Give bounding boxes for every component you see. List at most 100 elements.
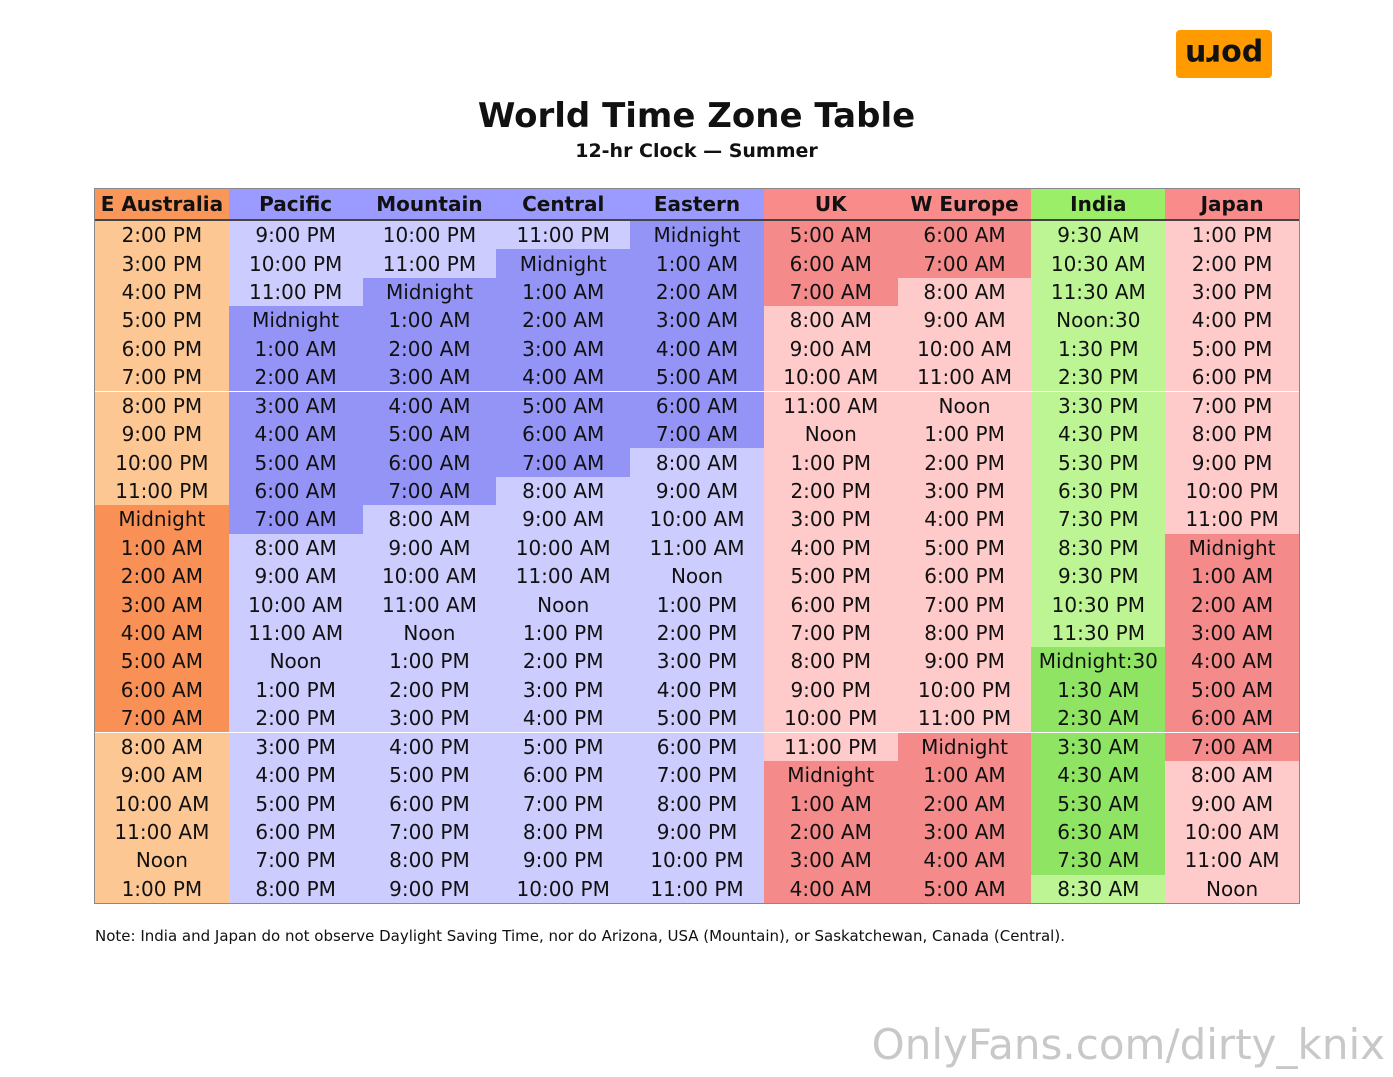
time-cell: 6:00 PM xyxy=(95,334,229,364)
time-cell: 10:00 AM xyxy=(1165,817,1299,847)
time-cell: 8:00 PM xyxy=(362,846,497,875)
time-cell: Noon xyxy=(763,419,898,449)
time-cell: 2:00 AM xyxy=(362,334,497,364)
time-cell: Noon xyxy=(897,391,1032,420)
time-cell: Midnight xyxy=(95,505,229,534)
time-cell: 9:00 PM xyxy=(496,846,631,875)
time-cell: Midnight:30 xyxy=(1031,647,1166,676)
time-cell: 6:00 AM xyxy=(362,448,497,477)
time-cell: 8:00 AM xyxy=(630,448,764,477)
column-header: Mountain xyxy=(362,189,497,221)
time-cell: Noon:30 xyxy=(1031,306,1166,335)
time-cell: 3:00 PM xyxy=(228,732,363,761)
column-header: Central xyxy=(496,189,631,221)
time-cell: 11:00 PM xyxy=(228,277,363,307)
time-cell: 8:00 AM xyxy=(763,306,898,335)
note: Note: India and Japan do not observe Day… xyxy=(95,927,1065,945)
time-cell: 3:00 AM xyxy=(496,334,631,364)
logo-text: porn xyxy=(1184,36,1264,72)
time-cell: 4:00 AM xyxy=(362,391,497,420)
time-cell: 7:00 AM xyxy=(228,505,363,534)
time-cell: 1:00 AM xyxy=(897,760,1032,790)
time-cell: 6:00 PM xyxy=(362,789,497,818)
time-cell: 8:00 PM xyxy=(763,647,898,676)
time-cell: 10:00 PM xyxy=(630,846,764,875)
time-cell: 1:00 PM xyxy=(228,675,363,705)
time-cell: 4:00 PM xyxy=(1165,306,1299,335)
time-cell: 11:00 PM xyxy=(95,476,229,506)
time-cell: 9:00 PM xyxy=(362,874,497,903)
time-cell: 11:00 AM xyxy=(897,363,1032,392)
time-cell: 6:00 PM xyxy=(630,732,764,761)
time-cell: 3:00 AM xyxy=(362,363,497,392)
time-cell: Midnight xyxy=(496,249,631,278)
time-cell: 8:00 PM xyxy=(95,391,229,420)
time-cell: 7:00 AM xyxy=(897,249,1032,278)
time-cell: 11:00 PM xyxy=(362,249,497,278)
time-cell: 1:00 AM xyxy=(496,277,631,307)
time-cell: 7:00 PM xyxy=(496,789,631,818)
column: UK 5:00 AM 6:00 AM 7:00 AM 8:00 AM 9:00 AM 10:… xyxy=(763,189,898,903)
time-cell: 8:00 AM xyxy=(496,476,631,506)
time-cell: 11:00 PM xyxy=(1165,505,1299,534)
time-cell: 8:00 AM xyxy=(362,505,497,534)
title: World Time Zone Table xyxy=(477,96,916,136)
time-cell: 7:00 AM xyxy=(496,448,631,477)
time-cell: 2:00 PM xyxy=(763,476,898,506)
time-cell: 8:00 PM xyxy=(496,817,631,847)
time-cell: 4:00 AM xyxy=(630,334,764,364)
time-cell: 11:00 PM xyxy=(630,874,764,903)
time-cell: 9:00 AM xyxy=(95,760,229,790)
time-cell: Noon xyxy=(95,846,229,875)
column: India 9:30 AM 10:30 AM 11:30 AM Noon:30 1:30 … xyxy=(1031,189,1166,903)
time-cell: 1:00 PM xyxy=(362,647,497,676)
time-cell: 11:00 AM xyxy=(95,817,229,847)
time-cell: Midnight xyxy=(763,760,898,790)
time-cell: 2:00 AM xyxy=(897,789,1032,818)
time-cell: 10:00 AM xyxy=(897,334,1032,364)
time-cell: 2:30 AM xyxy=(1031,704,1166,733)
time-cell: 8:00 AM xyxy=(95,732,229,761)
time-cell: 2:00 AM xyxy=(630,277,764,307)
time-cell: 1:00 AM xyxy=(630,249,764,278)
time-cell: 2:00 PM xyxy=(1165,249,1299,278)
time-cell: 9:00 PM xyxy=(897,647,1032,676)
column-header: Eastern xyxy=(630,189,764,221)
time-cell: 2:00 PM xyxy=(362,675,497,705)
time-cell: 9:00 AM xyxy=(897,306,1032,335)
time-cell: 11:30 AM xyxy=(1031,277,1166,307)
time-cell: 6:00 PM xyxy=(897,562,1032,591)
time-cell: 4:00 AM xyxy=(763,874,898,903)
time-cell: 6:00 PM xyxy=(496,760,631,790)
time-cell: 5:00 PM xyxy=(362,760,497,790)
time-cell: 10:00 AM xyxy=(362,562,497,591)
time-cell: 8:30 AM xyxy=(1031,874,1166,903)
time-cell: 5:00 AM xyxy=(897,874,1032,903)
time-cell: 3:00 AM xyxy=(228,391,363,420)
time-cell: 5:00 PM xyxy=(496,732,631,761)
time-cell: 10:00 PM xyxy=(897,675,1032,705)
time-cell: 1:00 AM xyxy=(763,789,898,818)
time-cell: 4:00 PM xyxy=(496,704,631,733)
time-cell: 2:30 PM xyxy=(1031,363,1166,392)
time-cell: 7:00 PM xyxy=(763,618,898,648)
time-cell: 6:00 PM xyxy=(1165,363,1299,392)
time-cell: 6:00 PM xyxy=(228,817,363,847)
time-cell: 3:30 PM xyxy=(1031,391,1166,420)
time-cell: 10:00 PM xyxy=(95,448,229,477)
time-cell: 1:30 AM xyxy=(1031,675,1166,705)
time-cell: 9:00 AM xyxy=(362,533,497,562)
time-cell: 6:00 AM xyxy=(897,221,1032,250)
time-cell: 1:00 AM xyxy=(228,334,363,364)
time-cell: 1:00 PM xyxy=(897,419,1032,449)
time-cell: 7:00 AM xyxy=(362,476,497,506)
time-cell: 3:00 PM xyxy=(95,249,229,278)
time-cell: 11:00 AM xyxy=(763,391,898,420)
time-cell: 11:30 PM xyxy=(1031,618,1166,648)
column: Pacific 9:00 PM 10:00 PM 11:00 PM Midnight 1:… xyxy=(228,189,363,903)
time-cell: 9:00 PM xyxy=(228,221,363,250)
time-cell: 4:00 AM xyxy=(496,363,631,392)
time-cell: 1:00 PM xyxy=(763,448,898,477)
time-cell: 10:00 AM xyxy=(763,363,898,392)
time-cell: 1:00 PM xyxy=(496,618,631,648)
